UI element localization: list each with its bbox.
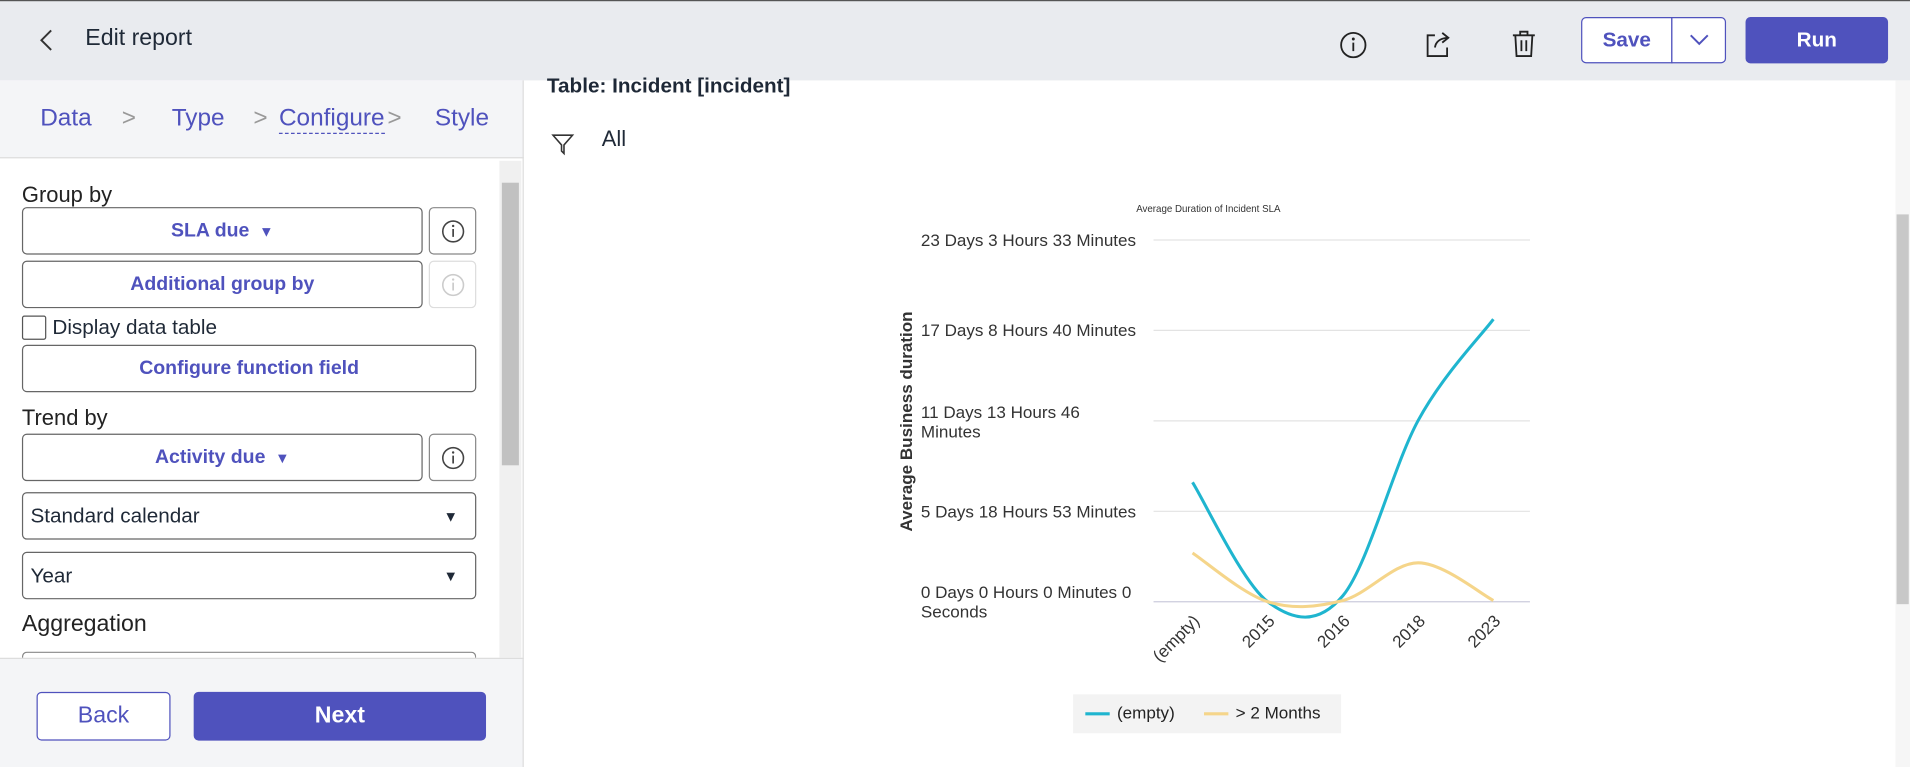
info-button[interactable]	[428, 207, 477, 255]
y-tick-label-box: 17 Days 8 Hours 40 Minutes	[920, 320, 1137, 341]
info-icon	[441, 219, 464, 242]
info-button-disabled	[428, 260, 477, 309]
steps-bar	[0, 80, 524, 159]
series-line	[1191, 551, 1495, 609]
delete-icon[interactable]	[1509, 28, 1538, 60]
aggregation-label: Aggregation	[21, 611, 147, 638]
value: SLA due	[171, 219, 250, 241]
x-tick-label: 2018	[1389, 611, 1429, 651]
info-icon[interactable]	[1337, 29, 1369, 61]
info-icon	[441, 273, 464, 296]
step[interactable]: Type	[171, 104, 225, 132]
cut-field	[21, 651, 477, 659]
x-tick-label: (empty)	[1149, 611, 1203, 665]
info-icon	[441, 446, 464, 469]
scroll-thumb[interactable]	[1896, 214, 1909, 605]
checkbox[interactable]	[21, 315, 47, 340]
configure-function-button[interactable]: Configure function field	[21, 344, 477, 393]
scroll-thumb[interactable]	[501, 182, 519, 466]
header-title: Edit report	[85, 25, 193, 52]
step-active[interactable]: Configure	[278, 105, 385, 134]
share-icon[interactable]	[1423, 29, 1455, 61]
y-tick-label-box: 0 Days 0 Hours 0 Minutes 0 Seconds	[920, 582, 1132, 622]
additional-group-by[interactable]: Additional group by	[21, 260, 423, 309]
step-separator: >	[387, 104, 402, 132]
trend-by-select[interactable]: Activity due ▼	[21, 433, 423, 482]
filter-icon[interactable]	[551, 132, 575, 156]
save-menu-button[interactable]	[1671, 17, 1727, 64]
x-tick-label: 2015	[1238, 611, 1278, 651]
back-button[interactable]: Back	[36, 691, 171, 741]
group-by-select[interactable]: SLA due ▼	[21, 207, 423, 255]
y-tick-label-box: 5 Days 18 Hours 53 Minutes	[920, 501, 1137, 522]
info-button[interactable]	[428, 433, 477, 482]
save-button[interactable]: Save	[1581, 17, 1673, 64]
y-axis-title: Average Business duration	[897, 311, 916, 531]
trend-by-label: Trend by	[21, 405, 108, 430]
step[interactable]: Style	[434, 104, 490, 132]
run-button[interactable]: Run	[1745, 17, 1889, 64]
step[interactable]: Data	[40, 104, 92, 132]
next-button[interactable]: Next	[193, 691, 487, 741]
y-tick-label-box: 23 Days 3 Hours 33 Minutes	[920, 230, 1137, 250]
table-name: Table: Incident [incident]	[546, 74, 791, 98]
value: Year	[30, 563, 73, 587]
x-tick-label: 2016	[1314, 611, 1354, 651]
y-tick-label: 0 Days 0 Hours 0 Minutes 0 Seconds	[920, 582, 1132, 622]
scrollbar[interactable]	[1895, 80, 1910, 767]
legend-label: > 2 Months	[1236, 703, 1321, 722]
checkbox-label: Display data table	[52, 315, 217, 339]
chart: Average Duration of Incident SLA Average…	[897, 204, 1530, 734]
scrollbar[interactable]	[499, 160, 522, 658]
back-arrow[interactable]	[34, 27, 58, 54]
chart-title: Average Duration of Incident SLA	[1136, 204, 1281, 215]
step-separator: >	[121, 104, 137, 132]
legend-label: (empty)	[1117, 703, 1175, 722]
divider	[522, 80, 524, 767]
series-line	[1191, 318, 1495, 619]
period-select[interactable]: Year ▼	[21, 551, 477, 600]
y-tick-label: 17 Days 8 Hours 40 Minutes	[920, 320, 1137, 341]
y-tick-label: 5 Days 18 Hours 53 Minutes	[920, 501, 1137, 522]
calendar-select[interactable]: Standard calendar ▼	[21, 492, 477, 540]
value: Activity due	[154, 446, 266, 468]
filter-value: All	[601, 126, 627, 152]
y-tick-label: 23 Days 3 Hours 33 Minutes	[920, 230, 1137, 250]
value: Standard calendar	[30, 503, 200, 527]
group-by-label: Group by	[21, 182, 113, 208]
step-separator: >	[253, 104, 268, 132]
chart-group: Average Duration of Incident SLA Average…	[897, 204, 1530, 734]
chevron	[1689, 34, 1708, 46]
y-tick-label-box: 11 Days 13 Hours 46 Minutes	[920, 401, 1080, 441]
y-tick-label: 11 Days 13 Hours 46 Minutes	[920, 401, 1080, 441]
x-tick-label: 2023	[1464, 611, 1504, 651]
